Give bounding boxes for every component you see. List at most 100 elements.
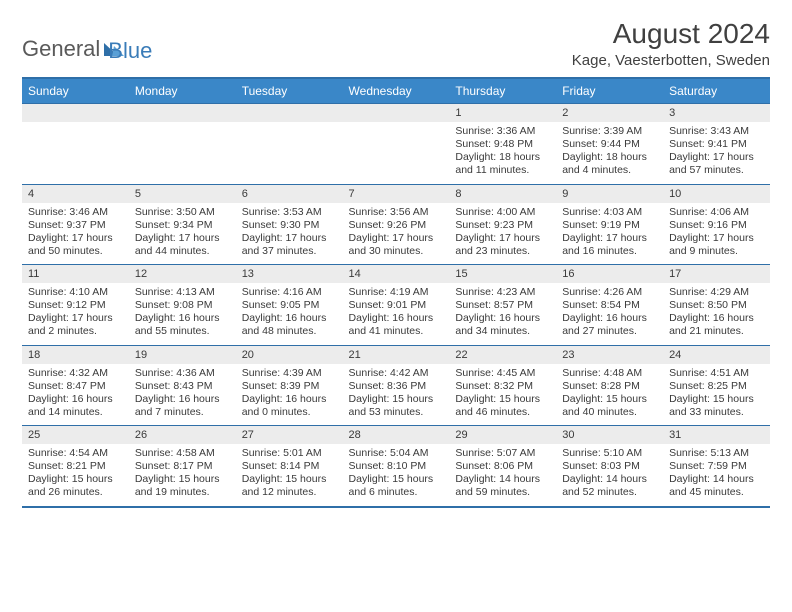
day-number: 1 bbox=[449, 104, 556, 122]
day-cell bbox=[343, 104, 450, 185]
sunset-text: Sunset: 8:50 PM bbox=[669, 299, 764, 312]
day-number: 19 bbox=[129, 346, 236, 364]
day-data: Sunrise: 4:54 AMSunset: 8:21 PMDaylight:… bbox=[22, 444, 129, 506]
day-header: Tuesday bbox=[236, 78, 343, 104]
sunset-text: Sunset: 8:25 PM bbox=[669, 380, 764, 393]
sunrise-text: Sunrise: 4:16 AM bbox=[242, 286, 337, 299]
sunrise-text: Sunrise: 4:06 AM bbox=[669, 206, 764, 219]
day-header: Wednesday bbox=[343, 78, 450, 104]
day-cell: 18Sunrise: 4:32 AMSunset: 8:47 PMDayligh… bbox=[22, 345, 129, 426]
day-data: Sunrise: 4:10 AMSunset: 9:12 PMDaylight:… bbox=[22, 283, 129, 345]
day-number: 22 bbox=[449, 346, 556, 364]
day-cell: 5Sunrise: 3:50 AMSunset: 9:34 PMDaylight… bbox=[129, 184, 236, 265]
day-number: 9 bbox=[556, 185, 663, 203]
sunrise-text: Sunrise: 4:00 AM bbox=[455, 206, 550, 219]
day-cell: 25Sunrise: 4:54 AMSunset: 8:21 PMDayligh… bbox=[22, 426, 129, 507]
day-number: 8 bbox=[449, 185, 556, 203]
day-cell: 6Sunrise: 3:53 AMSunset: 9:30 PMDaylight… bbox=[236, 184, 343, 265]
day-cell: 1Sunrise: 3:36 AMSunset: 9:48 PMDaylight… bbox=[449, 104, 556, 185]
sunrise-text: Sunrise: 4:36 AM bbox=[135, 367, 230, 380]
day-data: Sunrise: 5:13 AMSunset: 7:59 PMDaylight:… bbox=[663, 444, 770, 506]
sunrise-text: Sunrise: 5:10 AM bbox=[562, 447, 657, 460]
sunset-text: Sunset: 9:19 PM bbox=[562, 219, 657, 232]
daylight-text: Daylight: 15 hours and 40 minutes. bbox=[562, 393, 657, 419]
sunrise-text: Sunrise: 3:36 AM bbox=[455, 125, 550, 138]
day-cell: 13Sunrise: 4:16 AMSunset: 9:05 PMDayligh… bbox=[236, 265, 343, 346]
sunset-text: Sunset: 8:03 PM bbox=[562, 460, 657, 473]
sunrise-text: Sunrise: 3:46 AM bbox=[28, 206, 123, 219]
day-data: Sunrise: 5:10 AMSunset: 8:03 PMDaylight:… bbox=[556, 444, 663, 506]
day-cell: 21Sunrise: 4:42 AMSunset: 8:36 PMDayligh… bbox=[343, 345, 450, 426]
day-number: 31 bbox=[663, 426, 770, 444]
day-cell: 29Sunrise: 5:07 AMSunset: 8:06 PMDayligh… bbox=[449, 426, 556, 507]
day-data: Sunrise: 3:43 AMSunset: 9:41 PMDaylight:… bbox=[663, 122, 770, 184]
day-data: Sunrise: 3:39 AMSunset: 9:44 PMDaylight:… bbox=[556, 122, 663, 184]
day-data: Sunrise: 4:03 AMSunset: 9:19 PMDaylight:… bbox=[556, 203, 663, 265]
day-header: Sunday bbox=[22, 78, 129, 104]
sunrise-text: Sunrise: 4:39 AM bbox=[242, 367, 337, 380]
day-number bbox=[343, 104, 450, 122]
sunset-text: Sunset: 9:08 PM bbox=[135, 299, 230, 312]
logo-text-general: General bbox=[22, 36, 100, 62]
sunrise-text: Sunrise: 3:50 AM bbox=[135, 206, 230, 219]
day-number: 18 bbox=[22, 346, 129, 364]
day-cell: 16Sunrise: 4:26 AMSunset: 8:54 PMDayligh… bbox=[556, 265, 663, 346]
day-number: 26 bbox=[129, 426, 236, 444]
week-row: 11Sunrise: 4:10 AMSunset: 9:12 PMDayligh… bbox=[22, 265, 770, 346]
sunrise-text: Sunrise: 4:32 AM bbox=[28, 367, 123, 380]
day-data: Sunrise: 4:58 AMSunset: 8:17 PMDaylight:… bbox=[129, 444, 236, 506]
daylight-text: Daylight: 17 hours and 2 minutes. bbox=[28, 312, 123, 338]
day-data: Sunrise: 4:00 AMSunset: 9:23 PMDaylight:… bbox=[449, 203, 556, 265]
daylight-text: Daylight: 17 hours and 50 minutes. bbox=[28, 232, 123, 258]
day-number: 7 bbox=[343, 185, 450, 203]
sunset-text: Sunset: 9:23 PM bbox=[455, 219, 550, 232]
day-cell: 7Sunrise: 3:56 AMSunset: 9:26 PMDaylight… bbox=[343, 184, 450, 265]
day-data: Sunrise: 4:29 AMSunset: 8:50 PMDaylight:… bbox=[663, 283, 770, 345]
day-cell: 10Sunrise: 4:06 AMSunset: 9:16 PMDayligh… bbox=[663, 184, 770, 265]
sunrise-text: Sunrise: 4:42 AM bbox=[349, 367, 444, 380]
daylight-text: Daylight: 15 hours and 46 minutes. bbox=[455, 393, 550, 419]
daylight-text: Daylight: 17 hours and 9 minutes. bbox=[669, 232, 764, 258]
daylight-text: Daylight: 16 hours and 34 minutes. bbox=[455, 312, 550, 338]
header: General Blue August 2024 Kage, Vaesterbo… bbox=[22, 18, 770, 69]
sunset-text: Sunset: 8:10 PM bbox=[349, 460, 444, 473]
daylight-text: Daylight: 15 hours and 53 minutes. bbox=[349, 393, 444, 419]
day-data: Sunrise: 4:19 AMSunset: 9:01 PMDaylight:… bbox=[343, 283, 450, 345]
sunset-text: Sunset: 9:41 PM bbox=[669, 138, 764, 151]
day-data: Sunrise: 4:42 AMSunset: 8:36 PMDaylight:… bbox=[343, 364, 450, 426]
sunset-text: Sunset: 9:16 PM bbox=[669, 219, 764, 232]
sunrise-text: Sunrise: 5:04 AM bbox=[349, 447, 444, 460]
day-number: 2 bbox=[556, 104, 663, 122]
day-number: 4 bbox=[22, 185, 129, 203]
day-data: Sunrise: 3:50 AMSunset: 9:34 PMDaylight:… bbox=[129, 203, 236, 265]
day-number: 13 bbox=[236, 265, 343, 283]
daylight-text: Daylight: 18 hours and 4 minutes. bbox=[562, 151, 657, 177]
sunrise-text: Sunrise: 3:53 AM bbox=[242, 206, 337, 219]
day-header: Friday bbox=[556, 78, 663, 104]
day-data: Sunrise: 4:39 AMSunset: 8:39 PMDaylight:… bbox=[236, 364, 343, 426]
day-cell bbox=[236, 104, 343, 185]
day-number: 20 bbox=[236, 346, 343, 364]
day-cell: 8Sunrise: 4:00 AMSunset: 9:23 PMDaylight… bbox=[449, 184, 556, 265]
day-data: Sunrise: 4:23 AMSunset: 8:57 PMDaylight:… bbox=[449, 283, 556, 345]
calendar-table: SundayMondayTuesdayWednesdayThursdayFrid… bbox=[22, 77, 770, 508]
day-number: 24 bbox=[663, 346, 770, 364]
sunset-text: Sunset: 9:48 PM bbox=[455, 138, 550, 151]
sunset-text: Sunset: 9:44 PM bbox=[562, 138, 657, 151]
daylight-text: Daylight: 15 hours and 12 minutes. bbox=[242, 473, 337, 499]
day-cell: 28Sunrise: 5:04 AMSunset: 8:10 PMDayligh… bbox=[343, 426, 450, 507]
day-data bbox=[22, 122, 129, 180]
sunrise-text: Sunrise: 4:19 AM bbox=[349, 286, 444, 299]
sunrise-text: Sunrise: 4:51 AM bbox=[669, 367, 764, 380]
day-data: Sunrise: 4:51 AMSunset: 8:25 PMDaylight:… bbox=[663, 364, 770, 426]
month-title: August 2024 bbox=[572, 18, 770, 50]
sunrise-text: Sunrise: 3:39 AM bbox=[562, 125, 657, 138]
day-number: 30 bbox=[556, 426, 663, 444]
day-cell: 14Sunrise: 4:19 AMSunset: 9:01 PMDayligh… bbox=[343, 265, 450, 346]
day-data bbox=[236, 122, 343, 180]
logo-text-blue: Blue bbox=[108, 38, 152, 64]
sunset-text: Sunset: 9:26 PM bbox=[349, 219, 444, 232]
sunset-text: Sunset: 7:59 PM bbox=[669, 460, 764, 473]
day-number: 25 bbox=[22, 426, 129, 444]
daylight-text: Daylight: 17 hours and 16 minutes. bbox=[562, 232, 657, 258]
